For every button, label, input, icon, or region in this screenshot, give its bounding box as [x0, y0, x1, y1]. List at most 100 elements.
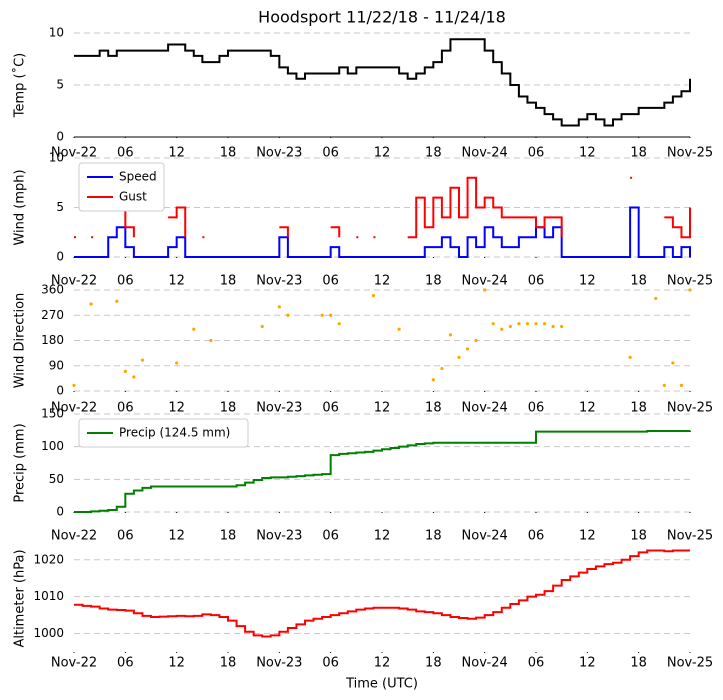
subplot: Wind Direction 0 90 180 270 360 Nov-22 06 12 18 No…: [13, 283, 714, 416]
x-tick-label: 18: [425, 274, 442, 289]
x-tick-label: Nov-24: [462, 656, 508, 671]
point: [628, 355, 632, 359]
x-tick-label: 12: [579, 146, 596, 161]
x-tick-label: 06: [322, 401, 339, 416]
x-tick-label: 12: [374, 529, 391, 544]
chart-title: Hoodsport 11/22/18 - 11/24/18: [258, 8, 506, 27]
x-tick-label: Nov-22: [51, 656, 97, 671]
y-tick-label: 150: [41, 407, 64, 421]
subplot: Altimeter (hPa) Time (UTC) 1000 1010 1020 Nov…: [13, 549, 714, 691]
point: [551, 324, 555, 329]
x-tick-label: Nov-23: [256, 656, 302, 671]
y-tick-label: 90: [49, 358, 64, 372]
x-tick-label: 18: [630, 274, 647, 289]
legend: Precip (124.5 mm): [78, 418, 249, 448]
point: [175, 361, 179, 365]
x-tick-label: 06: [528, 146, 545, 161]
y-axis-label: Wind Direction: [13, 293, 28, 389]
point: [89, 302, 93, 306]
x-tick-label: 18: [425, 656, 442, 671]
x-tick-label: 06: [528, 401, 545, 416]
point: [483, 288, 487, 292]
x-tick-label: 18: [630, 656, 647, 671]
x-tick-label: 18: [220, 529, 237, 544]
point: [465, 347, 470, 351]
y-tick-label: 0: [56, 505, 64, 519]
y-tick-label: 1000: [33, 626, 64, 640]
y-axis-label: Altimeter (hPa): [13, 549, 28, 647]
x-tick-label: 06: [117, 529, 134, 544]
line: [74, 429, 691, 513]
y-axis-label: Wind (mph): [13, 169, 28, 245]
x-tick-label: Nov-23: [256, 529, 302, 544]
x-tick-label: 18: [220, 146, 237, 161]
point: [337, 322, 341, 326]
x-axis-label: Time (UTC): [345, 677, 418, 692]
x-tick-label: 12: [579, 656, 596, 671]
x-tick-label: Nov-25: [667, 146, 713, 161]
point: [132, 375, 136, 379]
x-tick-label: Nov-25: [667, 401, 713, 416]
point: [440, 366, 444, 371]
x-tick-label: Nov-22: [51, 274, 97, 289]
point: [431, 378, 435, 382]
x-tick-label: 06: [117, 274, 134, 289]
legend-label: Gust: [119, 190, 147, 204]
x-tick-label: 12: [168, 274, 185, 289]
x-tick-label: 06: [322, 274, 339, 289]
x-tick-label: 12: [579, 401, 596, 416]
point: [320, 313, 324, 317]
x-tick-label: 06: [322, 146, 339, 161]
x-tick-label: Nov-23: [256, 146, 302, 161]
x-tick-label: Nov-25: [667, 274, 713, 289]
x-tick-label: 18: [220, 656, 237, 671]
legend-label: Speed: [119, 170, 157, 184]
x-tick-label: Nov-22: [51, 401, 97, 416]
point: [286, 313, 290, 317]
x-tick-label: 12: [579, 529, 596, 544]
x-tick-label: Nov-24: [462, 529, 508, 544]
y-tick-label: 5: [56, 78, 64, 92]
legend-box: [78, 162, 165, 212]
y-tick-label: 360: [41, 283, 64, 297]
x-tick-label: 18: [630, 146, 647, 161]
legend: Speed Gust: [78, 162, 165, 212]
x-tick-label: Nov-25: [667, 529, 713, 544]
x-tick-label: 06: [322, 656, 339, 671]
y-axis-label: Precip (mm): [13, 423, 28, 502]
y-tick-label: 50: [49, 472, 64, 486]
x-tick-label: 18: [220, 401, 237, 416]
x-tick-label: Nov-23: [256, 274, 302, 289]
x-tick-label: 06: [117, 656, 134, 671]
point: [123, 369, 127, 373]
y-tick-label: 270: [41, 308, 64, 322]
y-tick-label: 10: [49, 26, 64, 40]
line: [664, 207, 691, 239]
point: [491, 322, 495, 326]
point: [72, 383, 76, 387]
legend-box: [78, 418, 249, 448]
point: [679, 383, 684, 387]
x-tick-label: 06: [322, 529, 339, 544]
x-tick-label: 06: [117, 146, 134, 161]
x-tick-label: 12: [168, 656, 185, 671]
line: [168, 206, 187, 238]
x-tick-label: 18: [425, 401, 442, 416]
x-tick-label: 18: [630, 529, 647, 544]
x-tick-label: 06: [528, 529, 545, 544]
y-tick-label: 10: [49, 151, 64, 165]
subplot: Hoodsport 11/22/18 - 11/24/18 Temp (˚C) 0 5…: [12, 8, 714, 161]
point: [209, 338, 213, 343]
line: [407, 176, 563, 239]
point: [192, 327, 196, 331]
x-tick-label: 12: [168, 401, 185, 416]
point: [397, 327, 401, 331]
point: [525, 322, 530, 326]
point: [457, 355, 461, 359]
line: [74, 549, 690, 638]
point: [560, 324, 564, 329]
x-tick-label: 06: [528, 656, 545, 671]
line: [74, 206, 691, 258]
subplot: Precip (mm) 0 50 100 150 Nov-22 06 12 18 Nov-23 06…: [13, 407, 714, 544]
